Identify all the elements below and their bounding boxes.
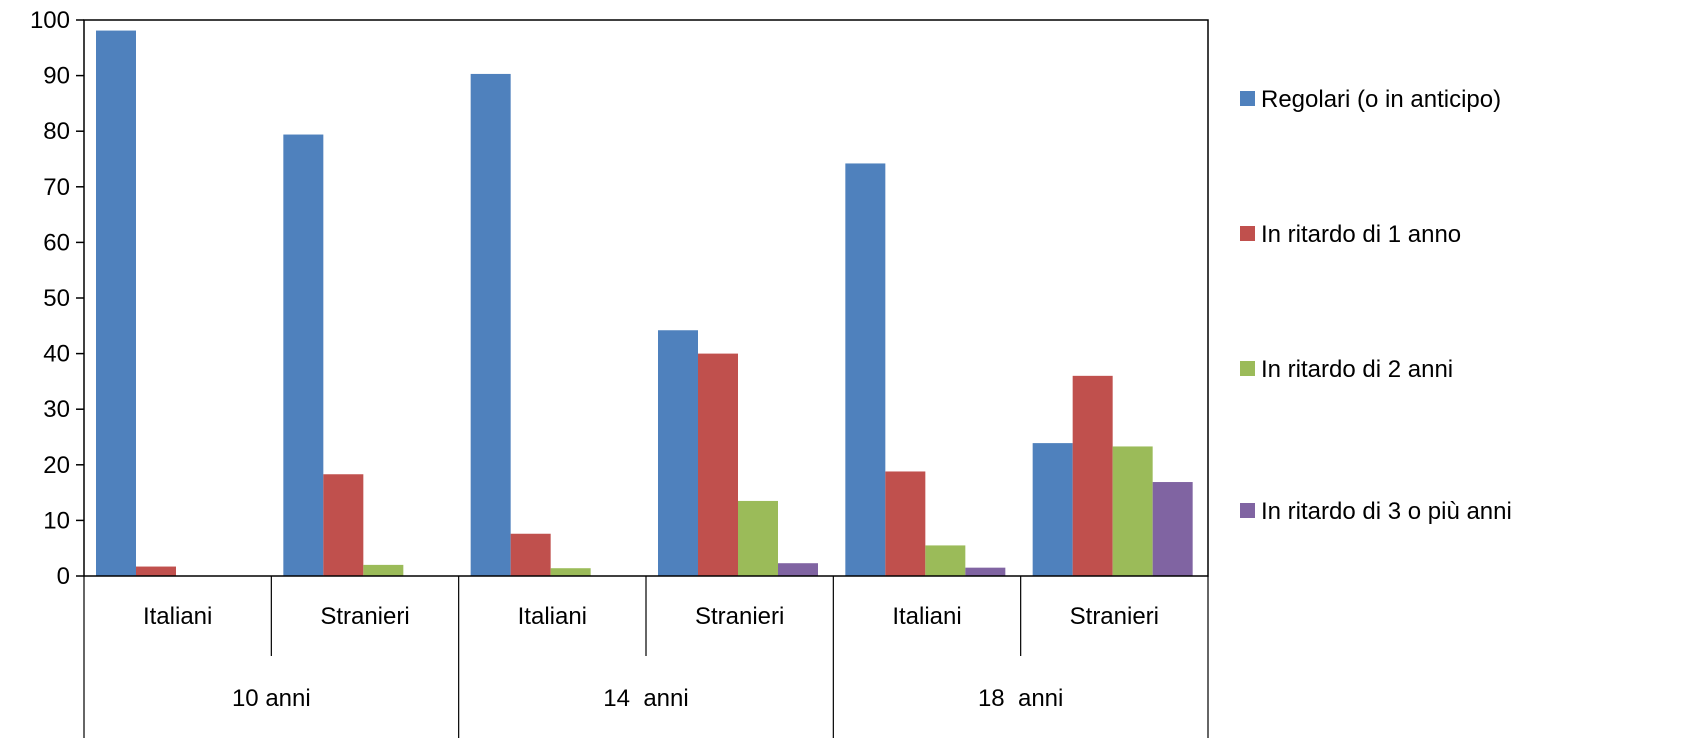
legend-label: Regolari (o in anticipo)	[1261, 86, 1501, 113]
y-tick-label: 0	[57, 563, 70, 590]
y-tick-label: 50	[43, 285, 70, 312]
bar	[738, 500, 778, 576]
bar	[925, 545, 966, 576]
y-tick-label: 20	[43, 452, 70, 479]
x-category-label: Italiani	[892, 603, 961, 630]
y-tick-label: 90	[43, 63, 70, 90]
legend: Regolari (o in anticipo) In ritardo di 1 …	[1240, 86, 1512, 525]
legend-swatch	[1240, 226, 1255, 241]
bar	[965, 567, 1006, 576]
bar	[1152, 482, 1193, 576]
x-group-label: 14 anni	[603, 685, 688, 712]
x-category-labels: Italiani Stranieri Italiani Stranieri Italia…	[143, 603, 1159, 630]
bar	[136, 566, 176, 576]
y-tick-label: 100	[30, 7, 70, 34]
legend-label: In ritardo di 3 o più anni	[1261, 498, 1512, 525]
bar	[698, 353, 738, 576]
bar	[1072, 375, 1113, 576]
bar	[510, 533, 551, 576]
y-tick-label: 80	[43, 118, 70, 145]
x-category-label: Stranieri	[695, 603, 784, 630]
legend-swatch	[1240, 503, 1255, 518]
y-tick-label: 70	[43, 174, 70, 201]
bar	[778, 563, 818, 576]
bar	[1032, 443, 1073, 576]
legend-swatch	[1240, 361, 1255, 376]
legend-label: In ritardo di 2 anni	[1261, 356, 1453, 383]
axes-layer	[76, 19, 1209, 738]
y-tick-labels: 0 10 20 30 40 50 60 70 80 90 100	[30, 7, 70, 590]
x-category-label: Stranieri	[1070, 603, 1159, 630]
y-tick-label: 40	[43, 341, 70, 368]
bar	[658, 330, 698, 576]
bar	[550, 568, 591, 576]
bar	[885, 471, 926, 576]
x-category-label: Italiani	[143, 603, 212, 630]
y-tick-label: 30	[43, 396, 70, 423]
x-category-label: Stranieri	[320, 603, 409, 630]
legend-label: In ritardo di 1 anno	[1261, 221, 1461, 248]
bar	[323, 474, 364, 576]
bar	[1112, 446, 1153, 576]
bars-layer	[96, 30, 1193, 576]
y-tick-label: 60	[43, 229, 70, 256]
x-group-labels: 10 anni 14 anni 18 anni	[232, 685, 1063, 712]
bar	[845, 163, 886, 576]
bar	[96, 30, 136, 576]
y-tick-label: 10	[43, 507, 70, 534]
x-group-label: 18 anni	[978, 685, 1063, 712]
bar	[363, 564, 404, 576]
bar	[283, 134, 324, 576]
bar	[470, 73, 511, 576]
x-group-label: 10 anni	[232, 685, 311, 712]
legend-swatch	[1240, 91, 1255, 106]
x-category-label: Italiani	[518, 603, 587, 630]
